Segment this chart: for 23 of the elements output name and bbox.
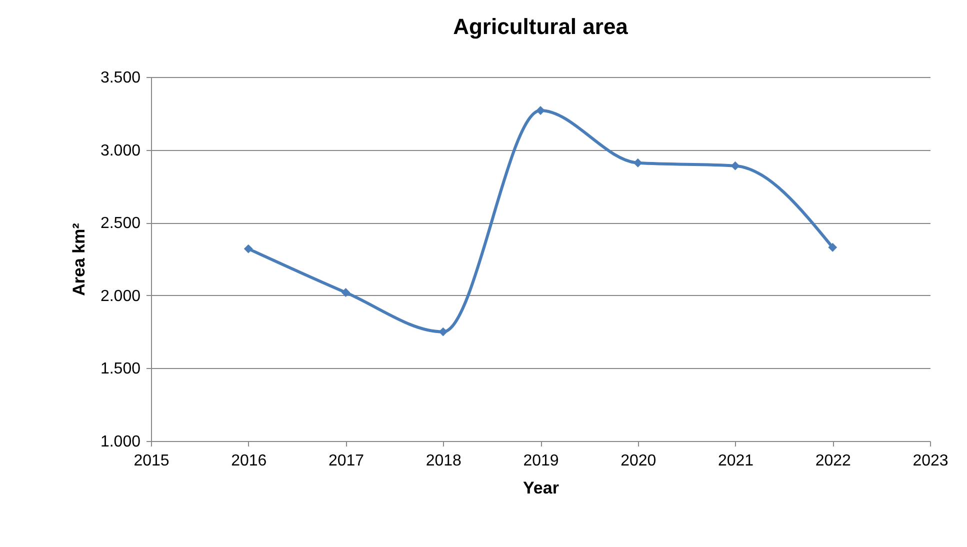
x-tick-label: 2023 — [912, 452, 948, 470]
x-tick-label: 2022 — [815, 452, 852, 470]
y-axis-title: Area km² — [69, 222, 88, 296]
y-tick-label: 1.500 — [100, 360, 141, 378]
point — [341, 288, 350, 297]
y-tick-label: 2.000 — [100, 288, 141, 305]
x-tick-label: 2018 — [426, 452, 462, 470]
x-axis-title: Year — [523, 478, 560, 498]
point — [536, 106, 545, 115]
x-tick-label: 2016 — [231, 452, 267, 470]
y-tick-label: 3.000 — [100, 142, 141, 160]
y-tick-label: 2.500 — [100, 215, 141, 232]
x-tick-label: 2021 — [718, 452, 754, 470]
x-tick-label: 2017 — [328, 452, 364, 470]
point — [633, 158, 642, 168]
point — [828, 242, 838, 252]
y-tick-label: 1.000 — [100, 434, 141, 450]
point — [244, 244, 253, 254]
x-tick-label: 2020 — [620, 452, 656, 470]
chart-title: Agricultural area — [453, 14, 629, 39]
y-tick-label: 3.500 — [100, 70, 141, 86]
x-tick-label: 2015 — [134, 452, 170, 470]
x-tick-label: 2019 — [523, 452, 559, 470]
